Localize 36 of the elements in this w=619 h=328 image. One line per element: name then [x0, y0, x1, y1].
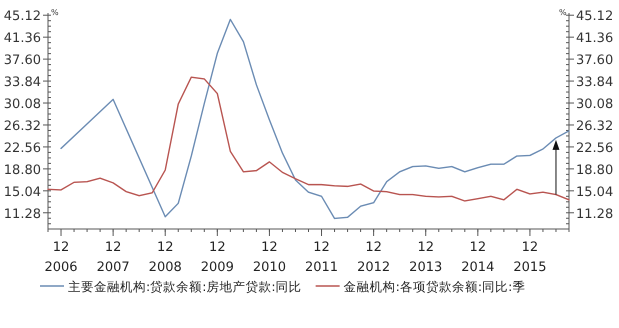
legend-label: 主要金融机构:贷款余额:房地产贷款:同比 — [68, 279, 302, 294]
y2-tick-label: 37.60 — [576, 53, 614, 68]
line-series — [47, 76, 570, 202]
legend-label: 金融机构:各项贷款余额:同比:季 — [344, 279, 526, 294]
y-axis-title: % — [51, 8, 59, 17]
y2-tick-label: 41.36 — [576, 31, 614, 46]
y-tick-label: 26.32 — [4, 118, 41, 134]
y-tick-label: 22.56 — [4, 140, 41, 156]
y2-tick-label: 26.32 — [576, 118, 614, 134]
y2-tick-label: 45.12 — [576, 9, 614, 24]
y2-tick-label: 18.80 — [576, 162, 614, 178]
y-tick-label: 33.84 — [4, 75, 41, 90]
y2-tick-label: 33.84 — [576, 75, 614, 90]
x-tick-label: 12 2008 — [148, 240, 182, 275]
y-tick-label: 30.08 — [4, 97, 41, 112]
y-tick-label: 11.28 — [4, 206, 41, 222]
x-tick-label: 12 2013 — [409, 240, 442, 275]
x-tick-label: 12 2010 — [252, 240, 286, 275]
y2-tick-label: 22.56 — [576, 140, 614, 156]
x-tick-label: 12 2011 — [304, 240, 338, 275]
line-series — [60, 18, 570, 220]
y2-tick-label: 30.08 — [576, 97, 614, 112]
y2-axis-title: % — [559, 8, 567, 17]
y-tick-label: 41.36 — [4, 31, 41, 46]
y-tick-label: 45.12 — [4, 9, 41, 24]
x-tick-label: 12 2009 — [200, 240, 234, 275]
x-tick-label: 12 2012 — [357, 240, 390, 275]
x-tick-label: 12 2014 — [461, 240, 494, 275]
y-tick-label: 18.80 — [4, 162, 41, 178]
y-tick-label: 15.04 — [4, 184, 41, 200]
x-tick-label: 12 2007 — [96, 240, 130, 275]
x-tick-label: 12 2006 — [44, 240, 78, 275]
y-tick-label: 37.60 — [4, 53, 41, 68]
x-tick-label: 12 2015 — [513, 240, 546, 275]
y2-tick-label: 11.28 — [576, 206, 614, 222]
y2-tick-label: 15.04 — [576, 184, 614, 200]
